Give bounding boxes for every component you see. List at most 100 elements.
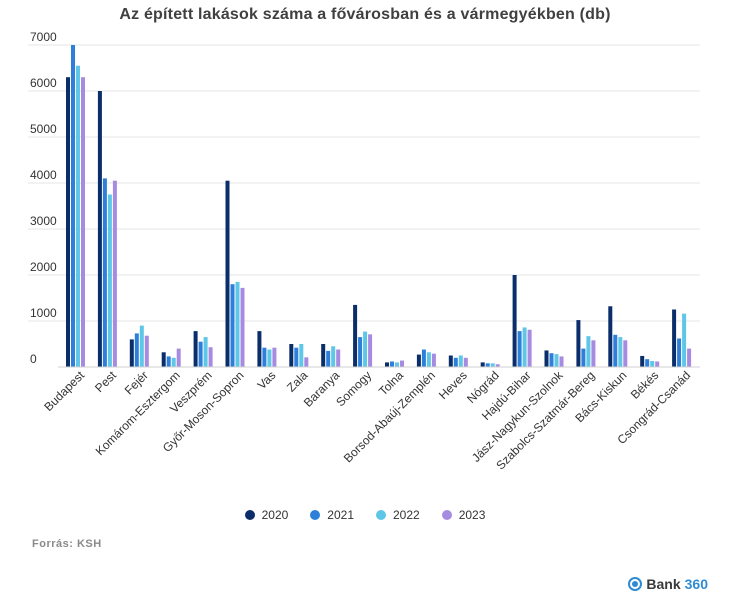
legend-swatch [441,510,452,520]
bar [453,357,458,367]
bar [336,349,341,367]
bar [485,363,490,367]
bar [421,349,426,367]
bar [618,337,623,367]
bar [677,338,682,367]
bar [235,281,240,367]
bar [144,335,149,367]
y-tick-label: 5000 [30,122,57,136]
bar [198,341,203,367]
bar [230,284,235,367]
x-tick-label: Pest [92,368,119,395]
bar [203,337,208,367]
bar [139,325,144,367]
bar [76,65,80,367]
x-tick-label: Vas [255,368,279,392]
bar [581,348,586,367]
bar [512,275,517,367]
bar [272,347,277,367]
bar [448,355,453,367]
x-tick-label: Budapest [41,368,87,414]
legend-label: 2021 [327,508,354,522]
bar [97,91,102,367]
bar [240,287,245,367]
bar [495,364,500,367]
bar [645,359,650,367]
bar [368,334,373,367]
legend-item: 2023 [441,508,485,522]
bar [549,353,554,367]
bar [331,346,336,367]
brand-icon [628,577,643,591]
bar [208,347,213,367]
bar [390,361,394,367]
bar [112,180,117,367]
legend-swatch [244,510,255,520]
x-axis-ticks: Budapest Pest FejérKomárom-EsztergomVeszpr… [41,368,693,473]
legend-label: 2022 [393,508,420,522]
legend-label: 2020 [261,508,289,522]
bar [655,361,660,367]
y-axis-ticks: 0 1000 2000 3000 4000 5000 6000 7000 [30,30,57,366]
legend-item: 2022 [376,508,420,522]
y-tick-label: 2000 [30,260,57,274]
bar [294,347,299,367]
brand-name: Bank [646,576,681,592]
bar [107,194,112,367]
bar [262,347,267,367]
bar [463,357,468,367]
bar [129,339,134,367]
bar [166,356,171,367]
bar [161,352,166,367]
bar [321,344,326,367]
bar [326,350,331,367]
x-tick-label: Zala [284,368,311,395]
bar [358,337,363,367]
bar [522,327,527,367]
bar [193,331,198,367]
bar [490,363,495,367]
bar [385,362,389,367]
legend-item: 2021 [310,508,354,522]
gridlines [28,44,700,322]
bar [257,331,262,367]
bar [134,333,139,367]
y-tick-label: 4000 [30,168,57,182]
bar [544,350,549,367]
bar [458,355,463,367]
bar [299,344,304,367]
legend: 2020 2021 2022 2023 [0,508,730,522]
brand-logo: Bank 360 [628,576,708,592]
y-tick-label: 0 [30,352,37,366]
bar [102,178,107,367]
bar [395,362,399,367]
bar [672,309,677,367]
bar [81,77,85,367]
bar [682,313,687,367]
x-tick-label: Somogy [333,368,374,409]
bar [171,357,176,367]
bar [71,45,75,367]
bar [554,354,559,367]
y-tick-label: 7000 [30,30,57,44]
bar [608,306,613,367]
bar [304,357,309,367]
bar [416,354,421,367]
bar [431,353,436,367]
source-note: Forrás: KSH [32,538,102,550]
legend-swatch [376,510,386,520]
bar [176,348,181,367]
y-tick-label: 6000 [30,76,57,90]
bar [517,331,522,367]
bar [640,355,645,367]
bar [576,320,581,367]
chart-title: Az épített lakások száma a fővárosban és… [119,6,611,23]
bar [623,340,628,367]
bar [363,331,368,367]
bar [426,352,431,367]
bar [613,334,618,367]
bar [267,349,272,367]
bar [353,304,358,367]
bar [400,360,404,367]
bar [650,361,655,367]
